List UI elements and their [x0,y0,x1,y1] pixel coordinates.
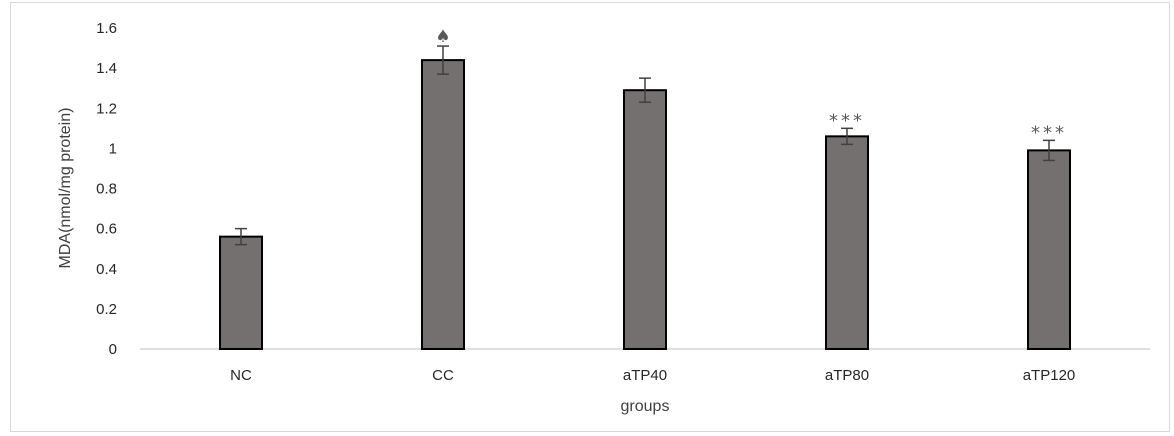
y-axis-title: MDA(nmol/mg protein) [57,108,74,269]
bar-aTP120 [1027,149,1071,350]
x-axis-title: groups [621,398,670,415]
bar-NC [219,235,263,350]
y-tick-label: 1.2 [96,100,117,117]
significance-marker: ♠ [435,27,450,47]
x-tick-label: CC [432,367,454,384]
y-tick-label: 1.4 [96,60,117,77]
error-bar [639,77,651,103]
y-axis-ticks: 0 0.2 0.4 0.6 0.8 1 1.2 1.4 1.6 [96,20,117,358]
x-tick-label: aTP80 [825,367,869,384]
x-axis-ticks: NC CC aTP40 aTP80 aTP120 [230,367,1075,384]
x-tick-label: aTP120 [1023,367,1076,384]
x-tick-label: aTP40 [623,367,667,384]
x-tick-label: NC [230,367,252,384]
bar-CC [421,59,465,350]
error-bar [437,45,449,75]
y-tick-label: 0.2 [96,301,117,318]
y-tick-label: 0 [109,341,117,358]
y-tick-label: 1.6 [96,20,117,37]
y-tick-label: 0.4 [96,261,117,278]
bars: ♠ *** *** [219,27,1071,350]
bar-aTP80 [825,135,869,350]
significance-marker: *** [829,110,865,131]
significance-marker: *** [1031,122,1067,143]
y-tick-label: 0.8 [96,181,117,198]
error-bar [841,127,853,146]
chart-frame [10,2,1170,432]
y-tick-label: 1 [109,140,117,157]
error-bar [1043,139,1055,162]
y-tick-label: 0.6 [96,221,117,238]
bar-aTP40 [623,89,667,350]
error-bar [235,227,247,246]
